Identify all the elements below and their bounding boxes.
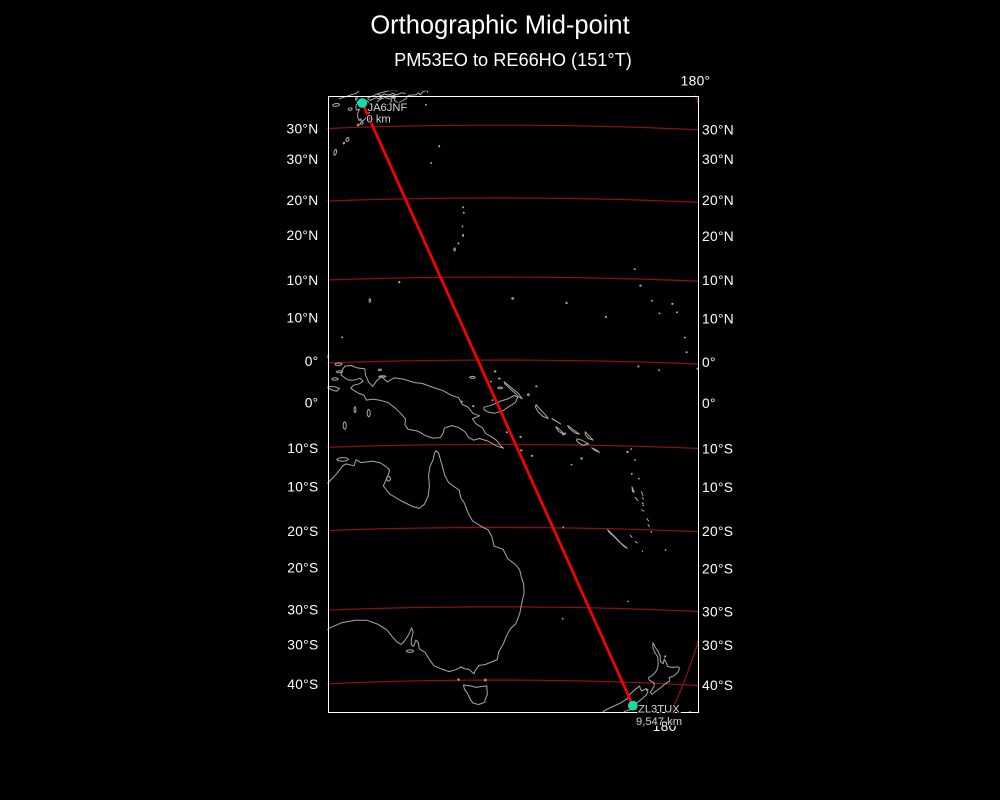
svg-text:30°N: 30°N bbox=[702, 152, 734, 167]
svg-text:20°N: 20°N bbox=[286, 228, 318, 243]
svg-text:180°: 180° bbox=[681, 74, 711, 89]
svg-text:30°N: 30°N bbox=[286, 122, 318, 137]
svg-text:20°S: 20°S bbox=[287, 524, 318, 539]
svg-text:10°N: 10°N bbox=[702, 311, 734, 326]
svg-text:20°S: 20°S bbox=[702, 524, 733, 539]
svg-text:30°S: 30°S bbox=[287, 603, 318, 618]
svg-text:0°: 0° bbox=[702, 355, 716, 370]
svg-text:JA6JNF: JA6JNF bbox=[368, 102, 408, 114]
svg-text:0°: 0° bbox=[702, 396, 716, 411]
svg-text:30°N: 30°N bbox=[286, 152, 318, 167]
svg-text:10°N: 10°N bbox=[286, 311, 318, 326]
svg-text:20°S: 20°S bbox=[702, 562, 733, 577]
svg-text:9,547 km: 9,547 km bbox=[636, 716, 682, 728]
svg-text:10°N: 10°N bbox=[286, 273, 318, 288]
svg-text:10°N: 10°N bbox=[702, 273, 734, 288]
svg-text:30°S: 30°S bbox=[702, 638, 733, 653]
svg-text:40°S: 40°S bbox=[702, 678, 733, 693]
svg-text:10°S: 10°S bbox=[702, 480, 733, 495]
svg-text:ZL3TUX: ZL3TUX bbox=[638, 703, 680, 715]
svg-text:40°S: 40°S bbox=[287, 677, 318, 692]
svg-text:30°S: 30°S bbox=[702, 605, 733, 620]
svg-text:20°N: 20°N bbox=[702, 193, 734, 208]
svg-text:10°S: 10°S bbox=[287, 441, 318, 456]
svg-text:0°: 0° bbox=[305, 395, 319, 410]
svg-text:10°S: 10°S bbox=[702, 442, 733, 457]
svg-text:20°S: 20°S bbox=[287, 561, 318, 576]
svg-text:30°S: 30°S bbox=[287, 638, 318, 653]
svg-text:20°N: 20°N bbox=[286, 193, 318, 208]
svg-text:10°S: 10°S bbox=[287, 479, 318, 494]
svg-text:30°N: 30°N bbox=[702, 122, 734, 137]
svg-text:Orthographic Mid-point: Orthographic Mid-point bbox=[370, 12, 629, 40]
svg-text:180°: 180° bbox=[653, 719, 683, 734]
svg-text:0 km: 0 km bbox=[367, 113, 391, 125]
svg-text:20°N: 20°N bbox=[702, 229, 734, 244]
svg-text:0°: 0° bbox=[305, 354, 319, 369]
svg-text:PM53EO to RE66HO (151°T): PM53EO to RE66HO (151°T) bbox=[394, 50, 632, 70]
